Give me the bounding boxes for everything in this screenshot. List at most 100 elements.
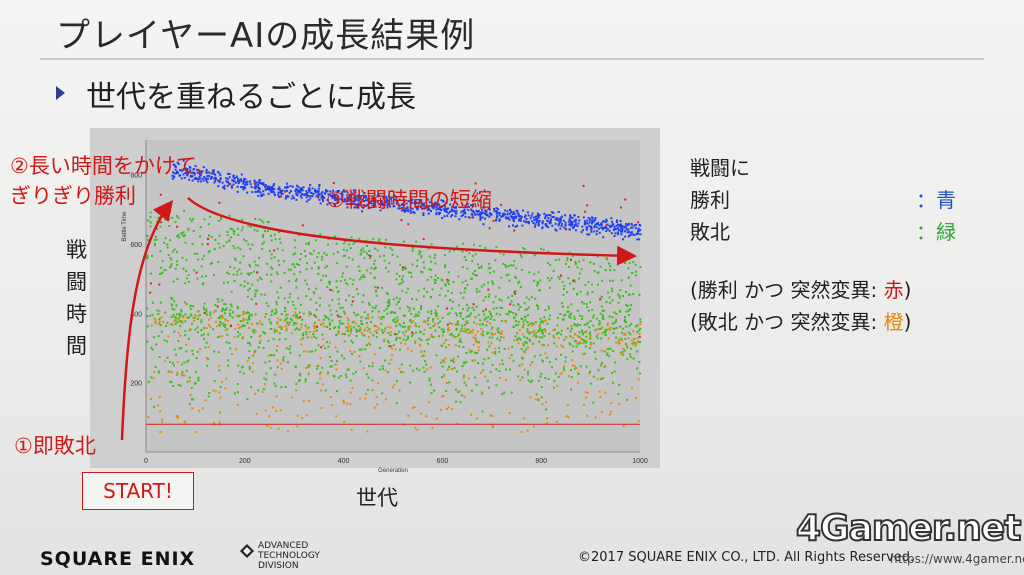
scatter-point (553, 342, 556, 345)
scatter-point (541, 320, 543, 323)
scatter-point (611, 220, 613, 223)
scatter-point (623, 349, 626, 352)
scatter-point (571, 364, 574, 367)
scatter-point (325, 189, 327, 191)
scatter-point (459, 292, 462, 294)
scatter-point (243, 280, 246, 283)
scatter-point (250, 225, 253, 228)
scatter-point (457, 323, 460, 326)
scatter-point (273, 192, 276, 195)
scatter-point (329, 309, 332, 312)
scatter-point (170, 263, 173, 266)
scatter-point (294, 328, 297, 331)
scatter-point (531, 324, 534, 327)
scatter-point (344, 240, 347, 243)
scatter-point (447, 326, 450, 329)
scatter-point (316, 367, 318, 370)
scatter-point (219, 324, 222, 327)
scatter-point (475, 340, 478, 343)
x-tick-label: 800 (535, 458, 547, 465)
scatter-point (328, 356, 331, 358)
scatter-point (352, 189, 355, 192)
scatter-point (254, 392, 257, 395)
scatter-point (529, 322, 532, 325)
scatter-point (350, 329, 352, 332)
scatter-point (557, 224, 560, 227)
scatter-point (260, 194, 263, 197)
scatter-point (498, 211, 501, 214)
scatter-point (254, 218, 257, 220)
scatter-point (233, 267, 236, 270)
scatter-point (604, 225, 607, 228)
scatter-point (566, 259, 568, 262)
scatter-point (639, 323, 642, 326)
scatter-point (403, 267, 406, 270)
scatter-point (289, 185, 292, 187)
scatter-point (600, 224, 603, 227)
scatter-point (510, 210, 513, 213)
scatter-point (571, 336, 574, 339)
scatter-point (625, 223, 628, 225)
scatter-point (563, 369, 566, 372)
scatter-point (396, 333, 399, 336)
scatter-point (431, 203, 434, 206)
scatter-point (625, 228, 628, 231)
scatter-point (225, 377, 228, 380)
scatter-point (521, 357, 524, 360)
scatter-point (163, 339, 166, 342)
scatter-point (305, 196, 308, 199)
scatter-point (315, 301, 318, 304)
scatter-point (588, 326, 591, 329)
scatter-point (619, 220, 622, 222)
scatter-point (581, 301, 583, 304)
scatter-point (596, 378, 599, 381)
scatter-point (334, 326, 336, 329)
scatter-point (213, 422, 216, 425)
scatter-point (363, 200, 365, 203)
scatter-point (176, 263, 179, 266)
scatter-point (547, 250, 550, 253)
scatter-point (224, 308, 227, 311)
scatter-point (179, 169, 181, 172)
scatter-point (372, 334, 375, 337)
scatter-point (252, 329, 254, 332)
scatter-point (629, 353, 631, 356)
scatter-point (177, 384, 180, 386)
scatter-point (462, 242, 465, 245)
scatter-point (346, 249, 349, 252)
scatter-point (613, 235, 616, 237)
scatter-point (205, 308, 208, 311)
scatter-point (326, 190, 329, 193)
scatter-point (217, 351, 220, 354)
scatter-point (337, 326, 340, 329)
scatter-point (411, 247, 414, 250)
scatter-point (486, 348, 489, 351)
scatter-point (308, 195, 311, 198)
scatter-point (251, 370, 254, 373)
scatter-point (410, 321, 413, 324)
scatter-point (415, 331, 417, 334)
scatter-point (295, 192, 298, 195)
slide-title: プレイヤーAIの成長結果例 (56, 16, 476, 56)
scatter-point (185, 303, 188, 306)
scatter-point (343, 420, 346, 423)
scatter-point (470, 413, 473, 416)
scatter-point (248, 272, 250, 275)
scatter-point (584, 345, 587, 348)
scatter-point (594, 218, 597, 221)
scatter-point (442, 208, 445, 211)
scatter-point (196, 168, 199, 171)
scatter-point (354, 322, 357, 325)
scatter-point (417, 314, 420, 317)
scatter-point (176, 278, 179, 281)
scatter-point (411, 249, 414, 252)
scatter-point (395, 201, 398, 204)
scatter-point (442, 330, 445, 333)
legend-win-label: 勝利 (690, 188, 730, 212)
scatter-point (365, 199, 367, 202)
scatter-point (630, 323, 633, 326)
scatter-point (613, 327, 616, 330)
scatter-point (474, 270, 476, 272)
scatter-point (403, 204, 406, 207)
scatter-point (237, 323, 240, 326)
